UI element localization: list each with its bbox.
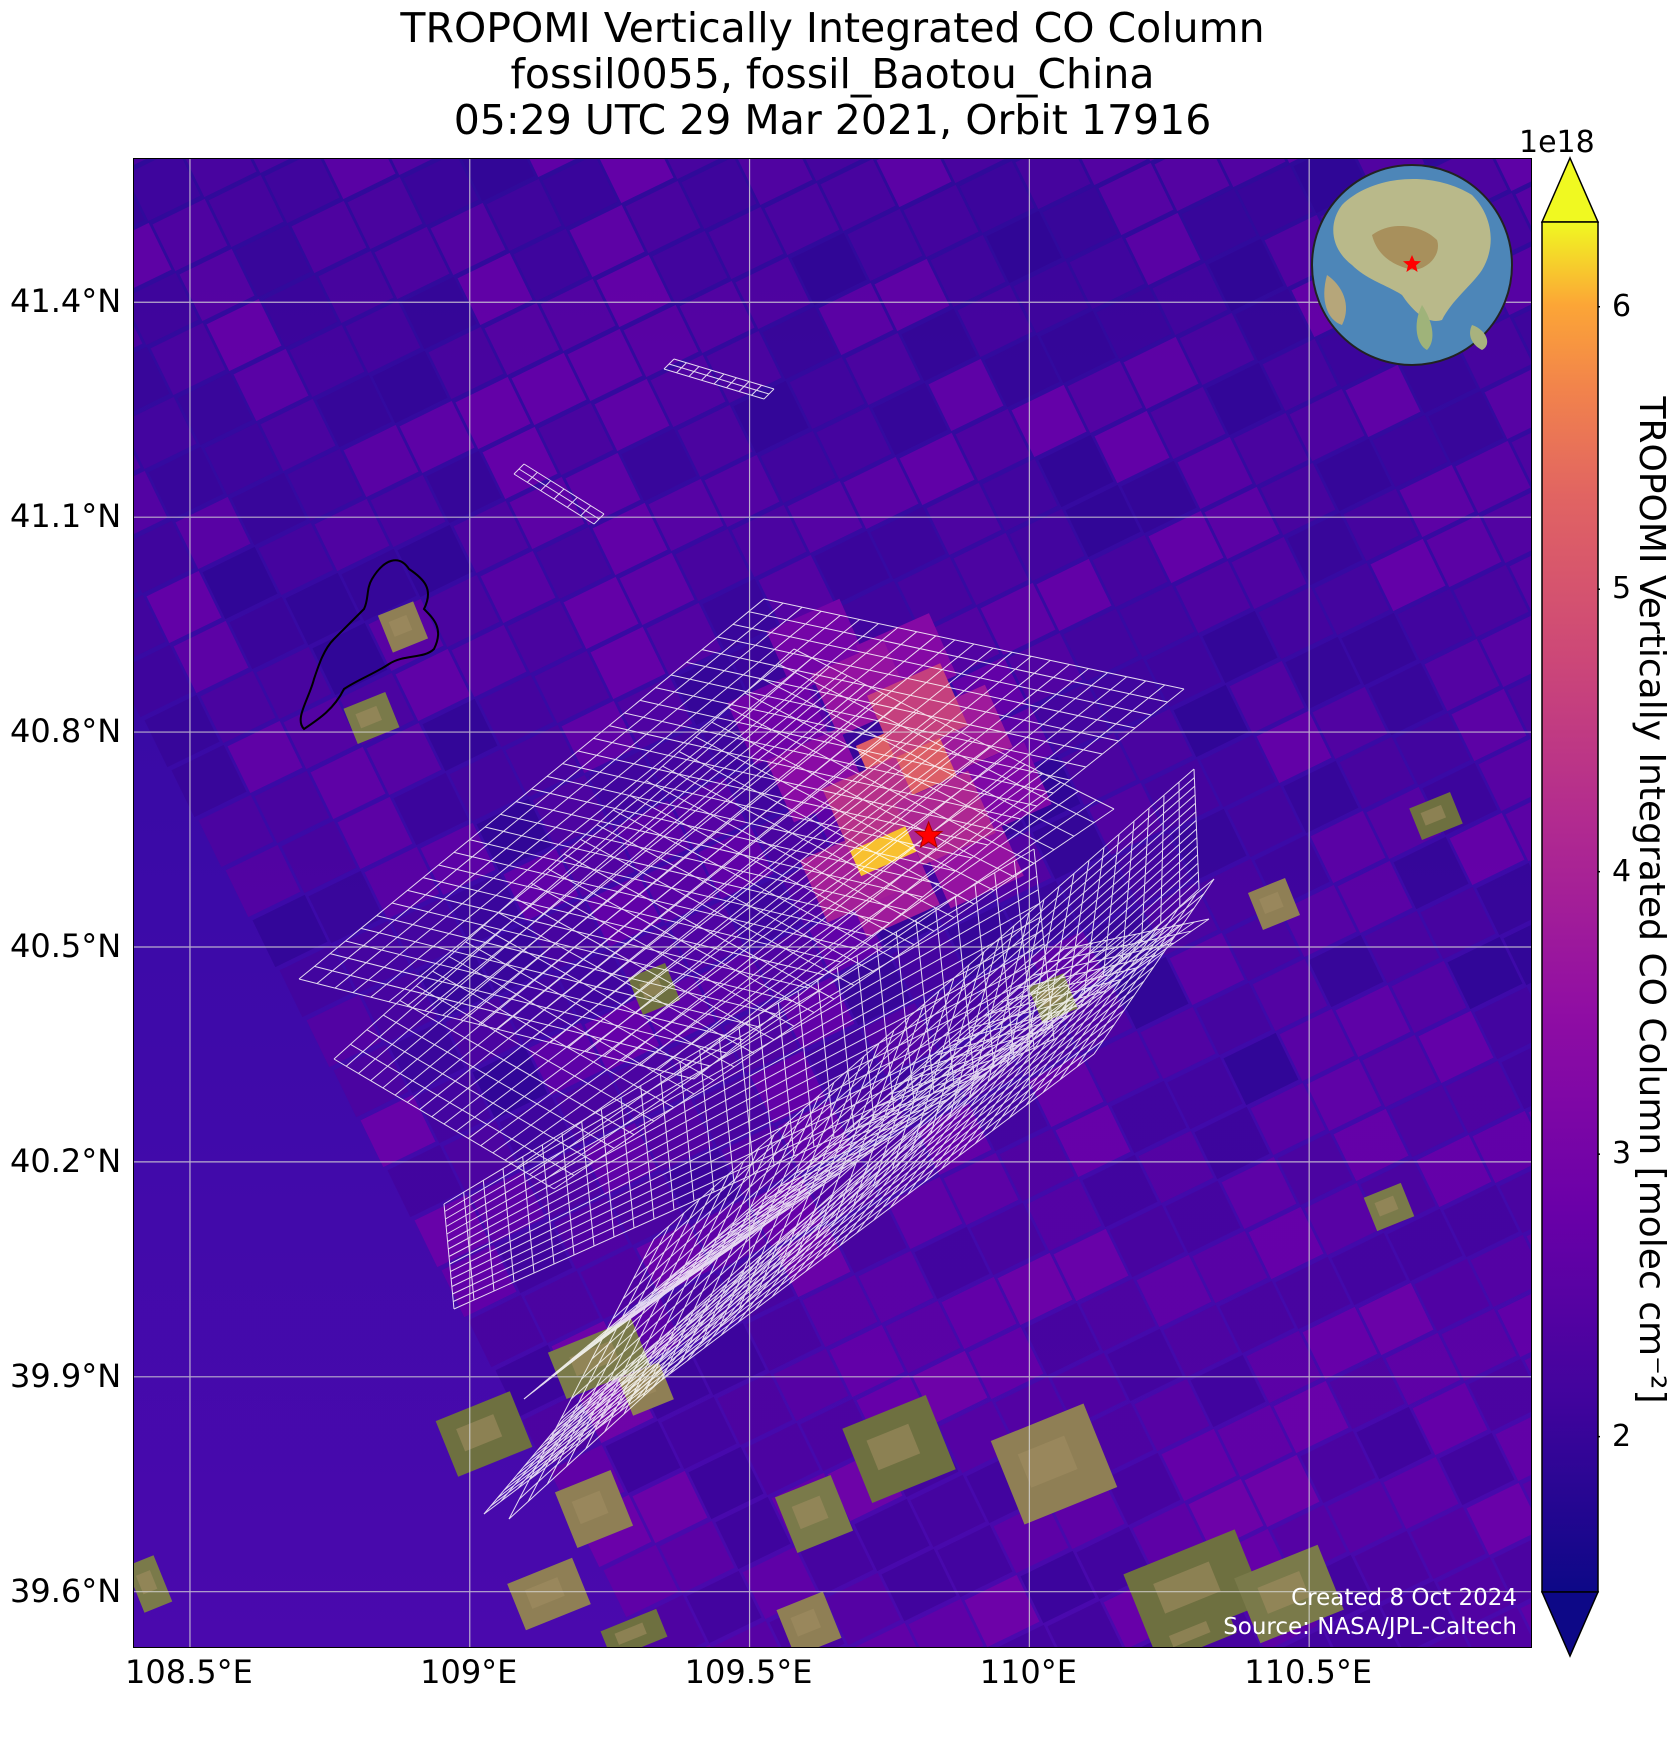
lon-tick-label: 110.5°E: [1244, 1653, 1373, 1691]
source-marker-star-icon: [913, 820, 944, 849]
lat-tick-label: 40.2°N: [10, 1141, 122, 1180]
colorbar: [1540, 156, 1600, 1658]
colorbar-label: TROPOMI Vertically Integrated CO Column …: [1631, 396, 1672, 1404]
globe-location-star-icon: [1403, 255, 1421, 272]
co-heatmap: [134, 159, 1531, 1647]
colorbar-tick-label: 3: [1612, 1136, 1632, 1172]
observation-swath-grid: [298, 358, 1215, 1520]
colorbar-min-extend: [1540, 1591, 1600, 1658]
map-gridlines: [134, 159, 1531, 1647]
colorbar-tick-label: 2: [1612, 1418, 1632, 1454]
lon-tick-label: 109.5°E: [684, 1653, 813, 1691]
lat-tick-label: 39.9°N: [10, 1356, 122, 1395]
source-star-icon: [913, 820, 944, 849]
plume-pixels: [727, 598, 1052, 938]
inset-globe: [1311, 164, 1513, 366]
lat-tick-label: 41.1°N: [10, 497, 122, 536]
lat-tick-label: 39.6°N: [10, 1571, 122, 1610]
lon-tick-label: 110°E: [979, 1653, 1078, 1691]
colorbar-max-extend: [1540, 156, 1600, 223]
coastline-contour: [299, 559, 440, 731]
lon-tick-label: 109°E: [420, 1653, 518, 1691]
colorbar-ramp: [1541, 221, 1599, 1593]
map-panel[interactable]: Created 8 Oct 2024 Source: NASA/JPL-Calt…: [133, 158, 1532, 1648]
title-line-1: TROPOMI Vertically Integrated CO Column: [400, 4, 1265, 52]
title-line-3: 05:29 UTC 29 Mar 2021, Orbit 17916: [453, 96, 1212, 144]
lat-tick-label: 41.4°N: [10, 282, 122, 321]
lat-tick-label: 40.5°N: [10, 926, 122, 965]
source-credit: Source: NASA/JPL-Caltech: [1223, 1614, 1517, 1640]
background-pixels: [134, 159, 1531, 1647]
colorbar-tick-label: 4: [1612, 853, 1632, 889]
colorbar-tick-label: 5: [1612, 571, 1632, 607]
title-line-2: fossil0055, fossil_Baotou_China: [510, 50, 1155, 98]
satellite-imagery-patches: [134, 601, 1463, 1647]
lat-tick-label: 40.8°N: [10, 712, 122, 751]
colorbar-tick-label: 6: [1612, 288, 1632, 324]
created-credit: Created 8 Oct 2024: [1291, 1585, 1517, 1611]
colorbar-exponent: 1e18: [1519, 125, 1595, 160]
lon-tick-label: 108.5°E: [125, 1653, 253, 1691]
